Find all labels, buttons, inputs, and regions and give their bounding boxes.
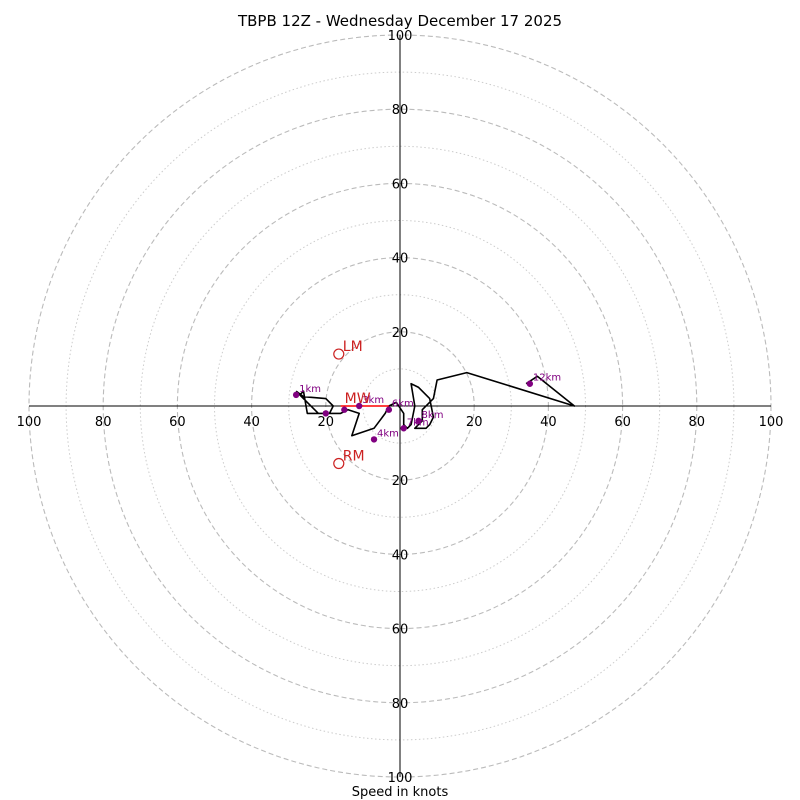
storm-motion-lm-label: LM: [343, 339, 363, 355]
tick-label-bottom-100: 100: [388, 771, 413, 786]
height-marker-7km: [400, 425, 407, 432]
storm-motion-rm-label: RM: [343, 449, 365, 465]
height-marker-pt7: [322, 410, 329, 417]
tick-label-right-80: 80: [689, 415, 706, 430]
height-label-4km: 4km: [377, 428, 399, 439]
height-label-6km: 6km: [392, 399, 414, 410]
tick-label-right-40: 40: [540, 415, 557, 430]
hodograph-trace-group: [295, 371, 576, 437]
height-marker-4km: [370, 436, 378, 443]
storm-motions: LM MW RM: [333, 339, 371, 470]
tick-label-left-100: 100: [17, 415, 42, 430]
tick-label-top-20: 20: [392, 326, 409, 341]
tick-label-left-80: 80: [95, 415, 112, 430]
chart-title: TBPB 12Z - Wednesday December 17 2025: [237, 12, 562, 30]
height-label-8km: 8km: [422, 410, 444, 421]
storm-motion-mw-label: MW: [345, 391, 371, 407]
tick-label-bottom-80: 80: [392, 697, 409, 712]
tick-label-top-60: 60: [392, 177, 409, 192]
x-axis-label: Speed in knots: [352, 785, 449, 800]
tick-label-right-100: 100: [759, 415, 784, 430]
tick-label-right-60: 60: [614, 415, 631, 430]
tick-label-top-100: 100: [388, 29, 413, 44]
tick-label-right-20: 20: [466, 415, 483, 430]
tick-label-left-40: 40: [243, 415, 260, 430]
height-label-12km: 12km: [533, 373, 561, 384]
height-marker-6km: [385, 406, 393, 413]
tick-label-bottom-20: 20: [392, 474, 409, 489]
tick-label-top-80: 80: [392, 103, 409, 118]
hodograph-trace: [295, 371, 576, 437]
height-marker-8km: [415, 417, 422, 425]
storm-motion-rm-marker: [333, 457, 345, 470]
tick-label-bottom-40: 40: [392, 548, 409, 563]
tick-label-top-40: 40: [392, 252, 409, 267]
height-marker-pt8: [341, 406, 348, 413]
tick-label-left-20: 20: [318, 415, 335, 430]
height-markers: 1km3km4km6km7km8km12km: [292, 373, 561, 443]
tick-labels: 20 20 20 20 40 40 40 40 60 60 60 60 80 80 80 80 100 100 10…: [17, 29, 784, 786]
height-label-1km: 1km: [299, 384, 321, 395]
height-label-3km: 3km: [362, 395, 384, 406]
tick-label-left-60: 60: [169, 415, 186, 430]
height-marker-3km: [355, 402, 363, 410]
height-marker-12km: [526, 380, 534, 387]
height-marker-1km: [292, 391, 300, 399]
axes: [29, 35, 771, 777]
tick-label-bottom-60: 60: [392, 623, 409, 638]
storm-motion-lm-marker: [333, 348, 345, 360]
